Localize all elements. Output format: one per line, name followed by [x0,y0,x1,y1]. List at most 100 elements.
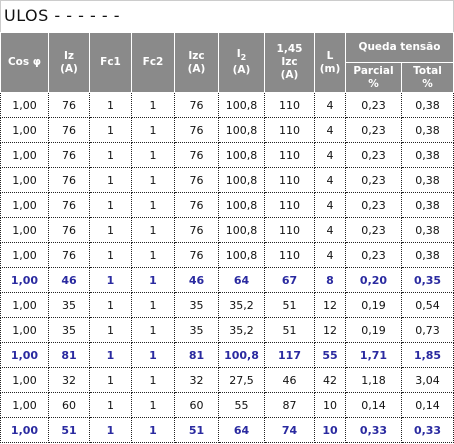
table-cell: 1 [131,167,175,193]
table-cell: 46 [48,267,90,293]
table-cell: 1 [131,317,175,343]
header-cell: Cos φ [0,32,49,93]
table-cell: 1,85 [400,342,454,368]
table-cell: 35 [174,292,219,318]
table-cell: 76 [48,192,90,218]
table-cell: 1,71 [345,342,402,368]
table-cell: 0,33 [400,417,454,443]
table-cell: 1,00 [0,242,49,268]
table-cell: 1 [89,192,132,218]
table-cell: 55 [218,392,265,418]
table-row: 1,00 60 1 1 60 55 87 10 0,14 0,14 [0,392,454,418]
table-cell: 12 [314,317,346,343]
table-cell: 1 [89,92,132,118]
table-cell: 42 [314,367,346,393]
header-cell: Iz (A) [48,32,90,93]
table-cell: 100,8 [218,217,265,243]
table-cell: 1 [131,342,175,368]
table-cell: 32 [174,367,219,393]
table-cell: 46 [264,367,315,393]
table-cell: 1 [131,392,175,418]
title: ULOS - - - - - - [0,0,454,32]
header-text: Fc1 [100,56,121,68]
table-cell: 0,14 [345,392,402,418]
table-cell: 1 [131,117,175,143]
table-cell: 76 [174,192,219,218]
table-cell: 0,38 [400,217,454,243]
table-row: 1,00 51 1 1 51 64 74 10 0,33 0,33 [0,417,454,443]
table-cell: 110 [264,217,315,243]
table-cell: 1 [131,217,175,243]
table-cell: 1 [131,417,175,443]
table-cell: 0,23 [345,92,402,118]
table-cell: 1 [89,217,132,243]
table-cell: 76 [48,242,90,268]
table-cell: 1 [89,117,132,143]
table-cell: 117 [264,342,315,368]
table-cell: 1 [131,292,175,318]
table-row: 1,00 76 1 1 76 100,8 110 4 0,23 0,38 [0,192,454,218]
table-cell: 35 [174,317,219,343]
table-cell: 100,8 [218,342,265,368]
table-cell: 1,00 [0,92,49,118]
header-text: 2 [240,53,247,63]
table-cell: 0,73 [400,317,454,343]
table-cell: 27,5 [218,367,265,393]
header-text: (m) [319,62,341,75]
table-cell: 60 [174,392,219,418]
table-cell: 0,38 [400,242,454,268]
table-cell: 1,00 [0,417,49,443]
table-cell: 12 [314,292,346,318]
table-cell: 51 [174,417,219,443]
header-text: I [236,47,241,60]
table-cell: 1 [89,242,132,268]
table-cell: 1,00 [0,292,49,318]
table-cell: 76 [174,92,219,118]
table-cell: 1,00 [0,392,49,418]
header-text: Queda tensão [358,41,441,53]
table-cell: 0,23 [345,192,402,218]
table-cell: 4 [314,92,346,118]
table-cell: 0,38 [400,92,454,118]
table-cell: 51 [264,292,315,318]
table-cell: 76 [48,167,90,193]
table-cell: 76 [174,142,219,168]
table-cell: 55 [314,342,346,368]
table-cell: 1 [131,267,175,293]
table-cell: 35,2 [218,317,265,343]
table-cell: 1,00 [0,117,49,143]
table-cell: 1,18 [345,367,402,393]
table-cell: 76 [48,217,90,243]
table-cell: 1,00 [0,342,49,368]
header-text: (A) [187,62,206,75]
header-text: Izc [188,49,205,62]
table-cell: 76 [174,117,219,143]
header-text: 1,45 [276,43,303,55]
table-row: 1,00 35 1 1 35 35,2 51 12 0,19 0,54 [0,292,454,318]
header-text: % [368,77,379,90]
table-cell: 100,8 [218,242,265,268]
table-cell: 46 [174,267,219,293]
table-cell: 100,8 [218,167,265,193]
header-text: (A) [280,69,299,81]
table-row: 1,00 46 1 1 46 64 67 8 0,20 0,35 [0,267,454,293]
table-row: 1,00 76 1 1 76 100,8 110 4 0,23 0,38 [0,142,454,168]
table-cell: 110 [264,92,315,118]
table-cell: 0,35 [400,267,454,293]
table-cell: 1 [89,417,132,443]
table-cell: 1,00 [0,142,49,168]
table-cell: 1 [89,267,132,293]
header-cell: Queda tensão [344,32,454,63]
table-cell: 110 [264,242,315,268]
table-cell: 64 [218,267,265,293]
table-cell: 76 [174,242,219,268]
header-text: Parcial [353,64,394,77]
table-cell: 4 [314,192,346,218]
table-cell: 35 [48,292,90,318]
header-text: Fc2 [142,56,164,68]
table-cell: 1 [89,317,132,343]
table-cell: 76 [174,167,219,193]
table-cell: 0,38 [400,192,454,218]
table-cell: 51 [48,417,90,443]
table-cell: 1 [131,92,175,118]
